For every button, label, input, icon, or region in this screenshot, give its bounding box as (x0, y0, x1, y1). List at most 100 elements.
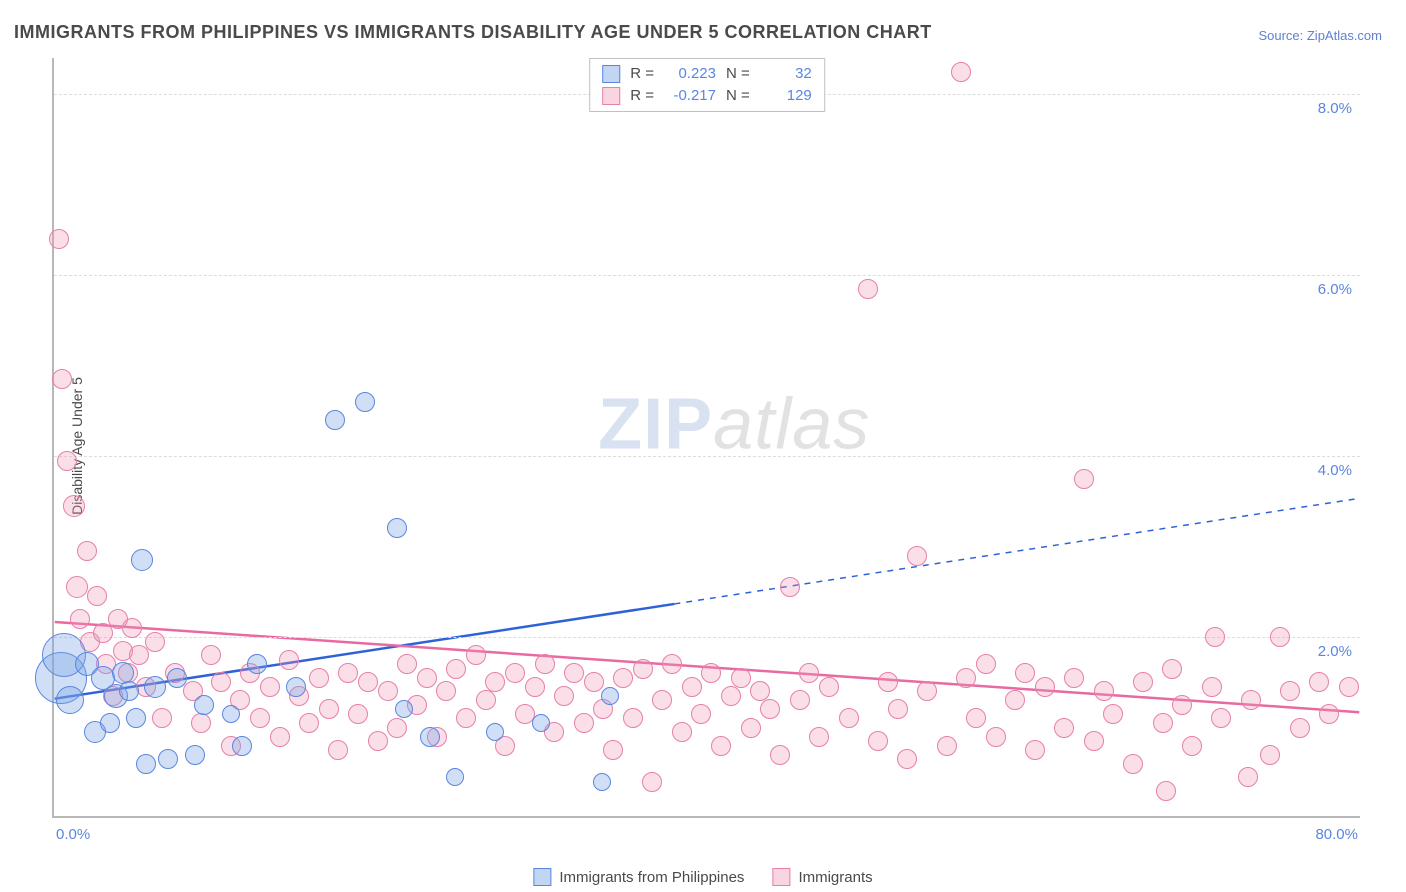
scatter-point (1202, 677, 1222, 697)
gridline (54, 456, 1360, 457)
scatter-point (358, 672, 378, 692)
scatter-point (652, 690, 672, 710)
scatter-point (194, 695, 214, 715)
scatter-point (966, 708, 986, 728)
legend-label-pink: Immigrants (798, 869, 872, 886)
scatter-point (325, 410, 345, 430)
scatter-point (701, 663, 721, 683)
scatter-point (888, 699, 908, 719)
scatter-point (1074, 469, 1094, 489)
scatter-point (601, 687, 619, 705)
scatter-point (144, 676, 166, 698)
scatter-point (1309, 672, 1329, 692)
scatter-point (250, 708, 270, 728)
swatch-pink-icon (772, 868, 790, 886)
scatter-point (222, 705, 240, 723)
scatter-point (119, 681, 139, 701)
scatter-point (56, 686, 84, 714)
scatter-point (279, 650, 299, 670)
scatter-point (1133, 672, 1153, 692)
gridline (54, 637, 1360, 638)
scatter-point (57, 451, 77, 471)
scatter-point (721, 686, 741, 706)
scatter-point (185, 745, 205, 765)
scatter-point (286, 677, 306, 697)
scatter-point (152, 708, 172, 728)
plot-area: ZIPatlas R = 0.223 N = 32 R = -0.217 N =… (52, 58, 1360, 818)
scatter-point (1270, 627, 1290, 647)
scatter-point (574, 713, 594, 733)
scatter-point (122, 618, 142, 638)
scatter-point (417, 668, 437, 688)
scatter-point (986, 727, 1006, 747)
scatter-point (446, 659, 466, 679)
n-label: N = (726, 63, 750, 85)
scatter-point (378, 681, 398, 701)
x-tick-max: 80.0% (1315, 826, 1358, 843)
scatter-point (456, 708, 476, 728)
scatter-point (1153, 713, 1173, 733)
r-label: R = (630, 85, 654, 107)
r-value-blue: 0.223 (664, 63, 716, 85)
scatter-point (1162, 659, 1182, 679)
scatter-point (1241, 690, 1261, 710)
scatter-point (525, 677, 545, 697)
scatter-point (1339, 677, 1359, 697)
legend-item-blue: Immigrants from Philippines (533, 868, 744, 886)
scatter-point (436, 681, 456, 701)
scatter-point (535, 654, 555, 674)
scatter-point (917, 681, 937, 701)
scatter-point (70, 609, 90, 629)
scatter-point (387, 518, 407, 538)
bottom-legend: Immigrants from Philippines Immigrants (533, 868, 872, 886)
scatter-point (299, 713, 319, 733)
scatter-point (126, 708, 146, 728)
scatter-point (642, 772, 662, 792)
scatter-point (1005, 690, 1025, 710)
scatter-point (1035, 677, 1055, 697)
source-label: Source: (1258, 28, 1306, 43)
stats-legend-box: R = 0.223 N = 32 R = -0.217 N = 129 (589, 58, 825, 112)
scatter-point (158, 749, 178, 769)
scatter-point (564, 663, 584, 683)
n-value-pink: 129 (760, 85, 812, 107)
scatter-point (790, 690, 810, 710)
chart-container: IMMIGRANTS FROM PHILIPPINES VS IMMIGRANT… (0, 0, 1406, 892)
swatch-pink-icon (602, 87, 620, 105)
scatter-point (956, 668, 976, 688)
scatter-point (1280, 681, 1300, 701)
stats-row-blue: R = 0.223 N = 32 (602, 63, 812, 85)
scatter-point (731, 668, 751, 688)
legend-label-blue: Immigrants from Philippines (559, 869, 744, 886)
scatter-point (623, 708, 643, 728)
scatter-point (711, 736, 731, 756)
scatter-point (52, 369, 72, 389)
scatter-point (1319, 704, 1339, 724)
scatter-point (232, 736, 252, 756)
scatter-point (760, 699, 780, 719)
scatter-point (387, 718, 407, 738)
scatter-point (338, 663, 358, 683)
scatter-point (167, 668, 187, 688)
stats-row-pink: R = -0.217 N = 129 (602, 85, 812, 107)
scatter-point (145, 632, 165, 652)
scatter-point (211, 672, 231, 692)
scatter-point (672, 722, 692, 742)
scatter-point (1290, 718, 1310, 738)
y-tick-label: 8.0% (1318, 100, 1352, 117)
regression-line-dashed (674, 498, 1359, 604)
scatter-point (446, 768, 464, 786)
x-tick-min: 0.0% (56, 826, 90, 843)
scatter-point (976, 654, 996, 674)
scatter-point (799, 663, 819, 683)
scatter-point (1172, 695, 1192, 715)
scatter-point (100, 713, 120, 733)
scatter-point (1156, 781, 1176, 801)
scatter-point (1211, 708, 1231, 728)
scatter-point (603, 740, 623, 760)
scatter-point (49, 229, 69, 249)
scatter-point (662, 654, 682, 674)
source-attribution: Source: ZipAtlas.com (1258, 28, 1382, 43)
scatter-point (486, 723, 504, 741)
scatter-point (505, 663, 525, 683)
